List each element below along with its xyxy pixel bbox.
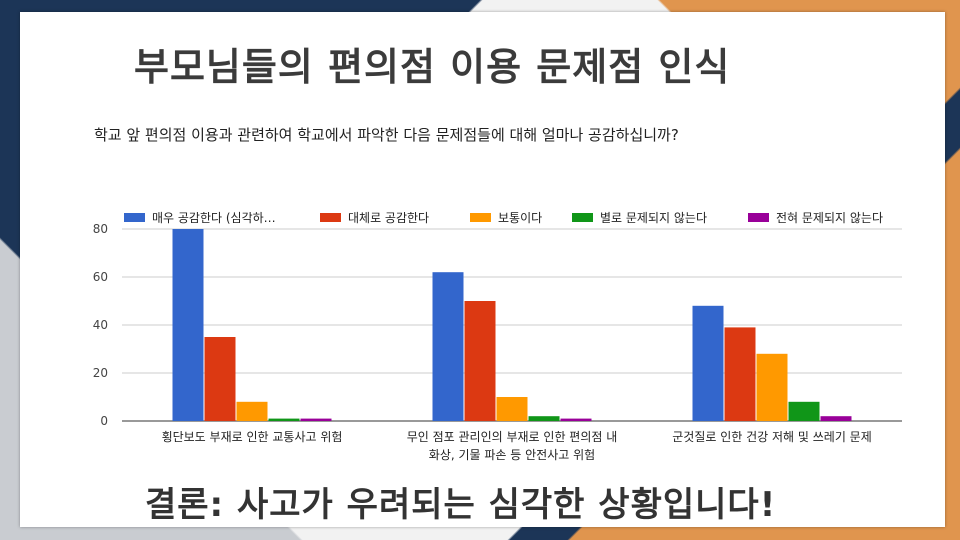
bar xyxy=(724,327,756,421)
x-category-label: 횡단보도 부재로 인한 교통사고 위험 xyxy=(162,430,343,444)
legend-swatch xyxy=(124,213,145,222)
legend-label: 대체로 공감한다 xyxy=(348,211,429,225)
bar xyxy=(756,353,788,421)
survey-question: 학교 앞 편의점 이용과 관련하여 학교에서 파악한 다음 문제점들에 대해 얼… xyxy=(94,126,679,144)
y-tick-label: 0 xyxy=(100,414,108,428)
x-category-label: 무인 점포 관리인의 부재로 인한 편의점 내 xyxy=(407,430,618,444)
slide-title: 부모님들의 편의점 이용 문제점 인식 xyxy=(134,45,731,89)
legend-label: 별로 문제되지 않는다 xyxy=(600,211,707,225)
x-category-label: 군것질로 인한 건강 저해 및 쓰레기 문제 xyxy=(672,430,872,444)
y-tick-label: 80 xyxy=(93,222,108,236)
bar xyxy=(560,418,592,421)
y-tick-label: 20 xyxy=(93,366,108,380)
legend-swatch xyxy=(748,213,769,222)
legend-swatch xyxy=(320,213,341,222)
bar xyxy=(204,337,236,421)
bar xyxy=(300,418,332,421)
legend-label: 매우 공감한다 (심각하… xyxy=(152,211,276,225)
bar xyxy=(432,272,464,421)
x-category-label: 화상, 기물 파손 등 안전사고 위험 xyxy=(429,448,595,462)
bar xyxy=(236,401,268,421)
y-tick-label: 60 xyxy=(93,270,108,284)
legend-swatch xyxy=(470,213,491,222)
bar xyxy=(528,416,560,421)
bar xyxy=(172,229,204,421)
bar xyxy=(788,401,820,421)
legend-label: 보통이다 xyxy=(498,211,542,225)
bar xyxy=(820,416,852,421)
y-tick-label: 40 xyxy=(93,318,108,332)
legend-label: 전혀 문제되지 않는다 xyxy=(776,211,883,225)
bar xyxy=(692,305,724,421)
conclusion-text: 결론: 사고가 우려되는 심각한 상황입니다! xyxy=(145,485,777,525)
bar xyxy=(496,397,528,421)
legend-swatch xyxy=(572,213,593,222)
bar xyxy=(464,301,496,421)
bar xyxy=(268,418,300,421)
